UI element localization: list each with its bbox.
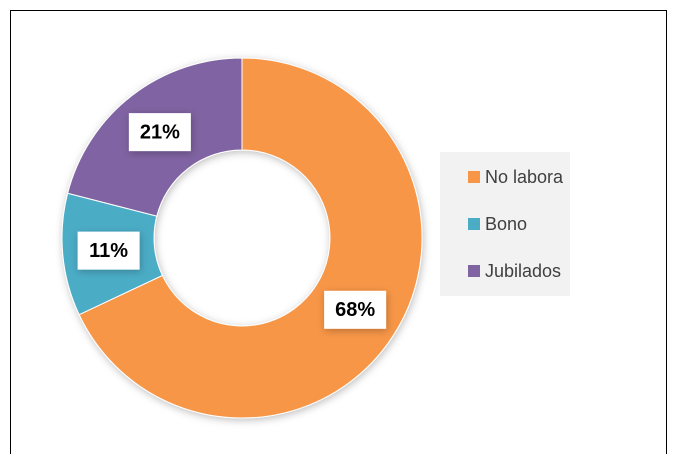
legend: No labora Bono Jubilados <box>468 167 564 281</box>
data-label: 68% <box>335 299 375 321</box>
legend-label: No labora <box>485 167 564 187</box>
legend-box <box>440 152 570 296</box>
data-label-box <box>77 231 140 270</box>
legend-swatch <box>468 265 480 277</box>
data-labels: 68% 11% 21% <box>77 113 387 329</box>
data-label-box <box>128 113 191 152</box>
legend-swatch <box>468 171 480 183</box>
data-label: 21% <box>140 121 180 143</box>
data-label: 11% <box>89 240 128 262</box>
legend-swatch <box>468 218 480 230</box>
data-label-box <box>324 290 387 329</box>
legend-label: Jubilados <box>485 261 561 281</box>
legend-label: Bono <box>485 214 527 234</box>
